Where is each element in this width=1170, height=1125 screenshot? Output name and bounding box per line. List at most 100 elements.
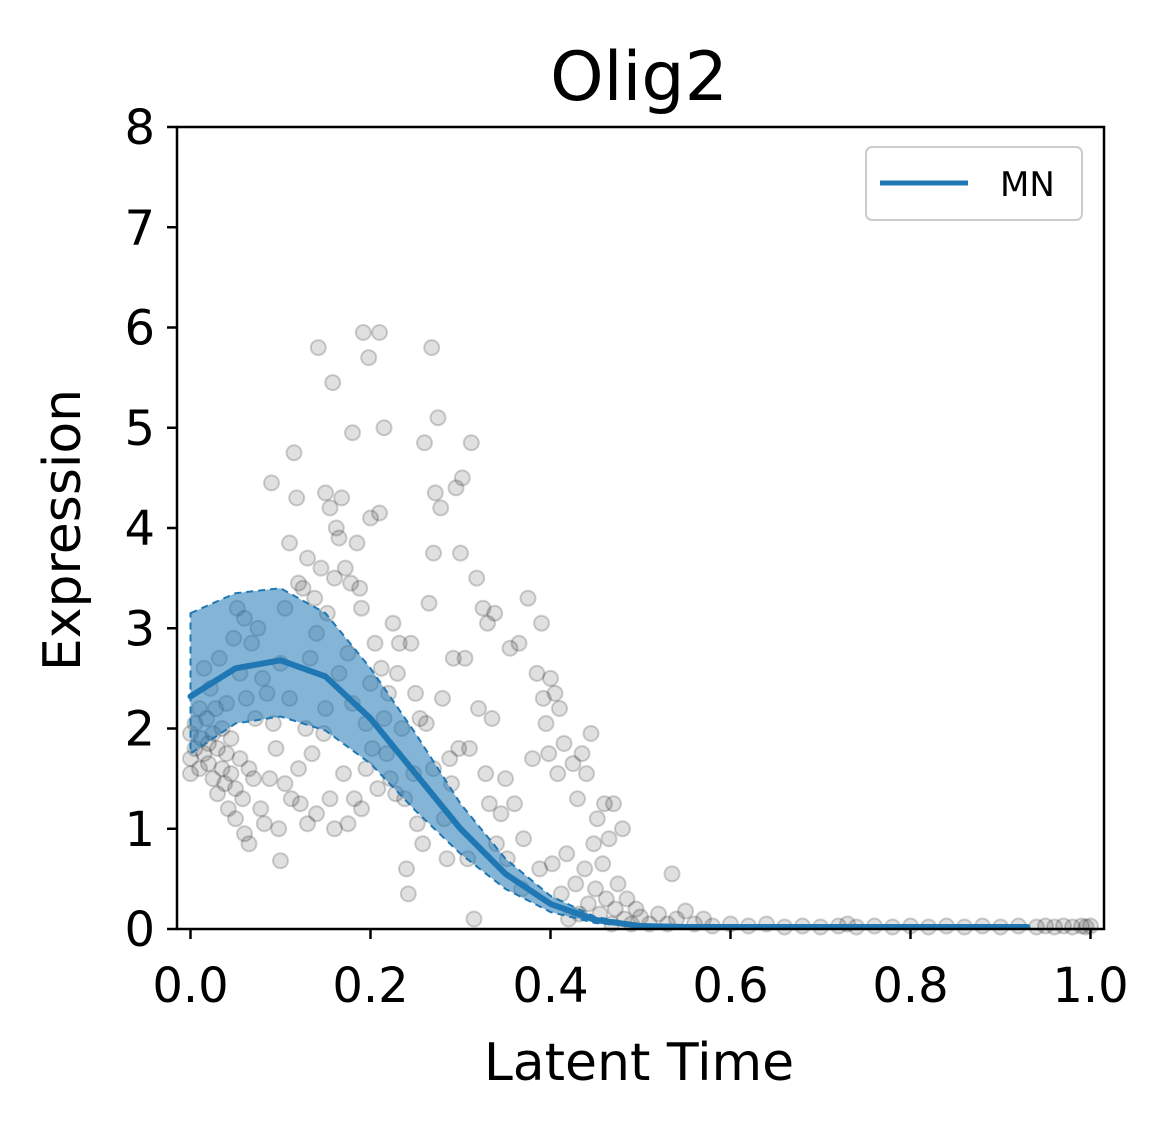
y-tick-label: 4 bbox=[124, 501, 155, 557]
x-axis-title: Latent Time bbox=[484, 1033, 794, 1093]
scatter-point bbox=[384, 614, 402, 632]
scatter-point bbox=[252, 800, 270, 818]
scatter-point bbox=[294, 579, 312, 597]
y-tick-label: 0 bbox=[124, 902, 155, 958]
series-line-mn bbox=[187, 657, 1031, 930]
scatter-point bbox=[551, 700, 568, 717]
scatter-point bbox=[492, 805, 510, 823]
scatter-point bbox=[569, 790, 586, 808]
scatter-point bbox=[510, 634, 528, 652]
scatter-point bbox=[285, 444, 303, 462]
legend: MN bbox=[865, 146, 1083, 221]
scatter-point bbox=[587, 880, 604, 898]
scatter-point bbox=[564, 755, 582, 773]
scatter-point bbox=[348, 534, 366, 552]
scatter-point bbox=[321, 790, 339, 808]
scatter-point bbox=[282, 790, 300, 808]
scatter-point bbox=[195, 745, 213, 763]
scatter-point bbox=[543, 855, 561, 873]
scatter-point bbox=[326, 820, 343, 838]
scatter-point bbox=[614, 820, 631, 838]
plot-area bbox=[182, 324, 1099, 936]
x-tick-label: 1.0 bbox=[1052, 958, 1128, 1014]
scatter-point bbox=[594, 855, 612, 873]
scatter-point bbox=[555, 735, 573, 752]
scatter-point bbox=[191, 760, 208, 778]
scatter-point bbox=[222, 765, 240, 783]
scatter-point bbox=[353, 800, 370, 818]
scatter-point bbox=[423, 339, 441, 357]
scatter-point bbox=[542, 669, 559, 687]
scatter-point bbox=[290, 574, 307, 592]
y-tick-label: 2 bbox=[124, 702, 155, 758]
legend-label-mn: MN bbox=[1000, 165, 1055, 205]
scatter-point bbox=[306, 589, 324, 607]
scatter-point bbox=[272, 852, 289, 870]
scatter-point bbox=[441, 750, 459, 768]
scatter-point bbox=[209, 740, 226, 757]
scatter-point bbox=[429, 409, 447, 427]
scatter-point bbox=[366, 634, 384, 652]
scatter-point bbox=[303, 745, 321, 763]
scatter-point bbox=[213, 760, 231, 778]
scatter-point bbox=[245, 770, 262, 788]
scatter-point bbox=[477, 765, 495, 783]
scatter-point bbox=[371, 324, 388, 341]
scatter-point bbox=[308, 805, 325, 823]
scatter-point bbox=[372, 659, 390, 677]
scatter-point bbox=[227, 780, 244, 798]
scatter-point bbox=[333, 489, 351, 507]
scatter-point bbox=[369, 780, 387, 798]
scatter-point bbox=[605, 795, 622, 813]
scatter-point bbox=[281, 534, 298, 552]
scatter-point bbox=[486, 604, 504, 622]
scatter-point bbox=[375, 419, 393, 437]
scatter-point bbox=[480, 795, 498, 813]
scatter-point bbox=[219, 800, 237, 818]
scatter-point bbox=[470, 700, 487, 717]
scatter-point bbox=[234, 790, 252, 808]
scatter-point bbox=[227, 810, 244, 828]
scatter-point bbox=[618, 890, 636, 908]
scatter-point bbox=[461, 740, 478, 757]
x-tick-label: 0.0 bbox=[152, 958, 228, 1014]
scatter-point bbox=[312, 559, 330, 577]
scatter-point bbox=[299, 815, 316, 833]
scatter-point bbox=[479, 614, 496, 632]
scatter-point bbox=[432, 499, 450, 517]
scatter-point bbox=[627, 900, 645, 918]
scatter-point bbox=[573, 745, 591, 763]
scatter-point bbox=[585, 835, 603, 853]
scatter-point bbox=[606, 900, 624, 918]
scatter-point bbox=[236, 825, 253, 843]
scatter-point bbox=[501, 639, 519, 657]
scatter-point bbox=[506, 795, 523, 813]
scatter-point bbox=[317, 484, 334, 502]
scatter-point bbox=[218, 745, 235, 763]
scatter-point bbox=[483, 710, 501, 727]
scatter-point bbox=[354, 324, 372, 341]
scatter-point bbox=[582, 725, 600, 742]
y-tick-label: 1 bbox=[124, 802, 155, 858]
scatter-point bbox=[408, 815, 426, 833]
scatter-point bbox=[261, 770, 279, 788]
scatter-point bbox=[588, 810, 606, 828]
scatter-point bbox=[371, 504, 388, 522]
scatter-point bbox=[534, 689, 552, 707]
scatter-point bbox=[231, 750, 249, 768]
scatter-point bbox=[515, 830, 532, 848]
scatter-point bbox=[462, 434, 480, 452]
scatter-point bbox=[540, 745, 558, 763]
scatter-point bbox=[465, 910, 483, 928]
scatter-point bbox=[438, 850, 456, 868]
scatter-point bbox=[411, 710, 429, 727]
scatter-point bbox=[240, 835, 258, 853]
scatter-point bbox=[327, 519, 345, 537]
scatter-point bbox=[182, 765, 199, 783]
scatter-point bbox=[240, 760, 258, 778]
scatter-point bbox=[321, 499, 339, 517]
x-tick-label: 0.2 bbox=[332, 958, 408, 1014]
scatter-point bbox=[434, 689, 451, 707]
scatter-point bbox=[345, 790, 363, 808]
scatter-point bbox=[339, 815, 357, 833]
